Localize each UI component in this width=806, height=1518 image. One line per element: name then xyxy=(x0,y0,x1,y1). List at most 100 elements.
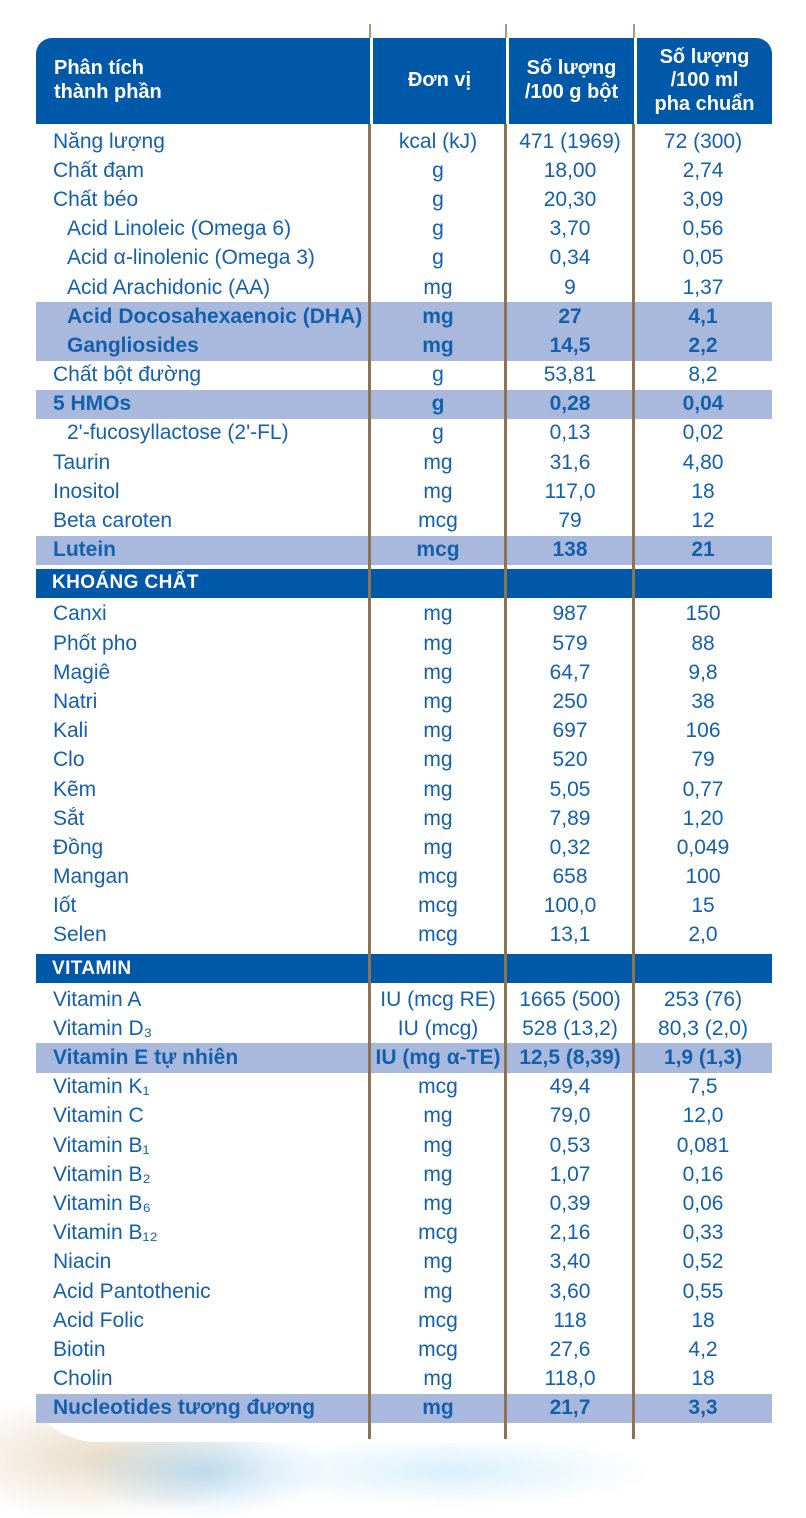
per-100ml-value: 0,06 xyxy=(682,1191,724,1215)
ingredient-label: Acid Folic xyxy=(53,1308,145,1332)
ingredient-label: Vitamin K₁ xyxy=(53,1075,150,1099)
ingredient-label: Gangliosides xyxy=(67,333,199,357)
per-100ml-value: 18 xyxy=(691,479,715,503)
per-100g-value: 697 xyxy=(552,719,588,743)
per-100ml-value: 3,3 xyxy=(688,1396,718,1420)
table-header-row: Phân tích thành phần Đơn vị Số lượng /10… xyxy=(36,38,772,124)
per-100ml-value: 0,16 xyxy=(682,1162,724,1186)
per-100g-value: 3,40 xyxy=(549,1250,591,1274)
column-rule-stub xyxy=(369,24,371,38)
ingredient-label: Chất béo xyxy=(53,187,139,211)
unit-value: mg xyxy=(423,1133,453,1157)
unit-value: mg xyxy=(423,602,453,626)
table-row: Chất bột đường g 53,81 8,2 xyxy=(36,361,772,390)
column-rule-stub xyxy=(633,24,635,38)
table-row: Biotin mcg 27,6 4,2 xyxy=(36,1335,772,1364)
table-row: Vitamin D₃ IU (mcg) 528 (13,2) 80,3 (2,0) xyxy=(36,1014,772,1043)
per-100g-value: 13,1 xyxy=(549,923,591,947)
unit-value: mg xyxy=(422,333,454,357)
per-100g-value: 14,5 xyxy=(549,333,591,357)
per-100ml-value: 72 (300) xyxy=(663,129,743,153)
ingredient-label: Vitamin B₆ xyxy=(53,1191,151,1215)
per-100ml-value: 4,1 xyxy=(688,304,718,328)
unit-value: mg xyxy=(423,689,453,713)
per-100g-value: 0,53 xyxy=(549,1133,591,1157)
unit-value: kcal (kJ) xyxy=(398,129,478,153)
per-100ml-value: 0,52 xyxy=(682,1250,724,1274)
table-row: Iốt mcg 100,0 15 xyxy=(36,892,772,921)
per-100g-value: 0,13 xyxy=(549,421,591,445)
unit-value: g xyxy=(432,187,444,211)
column-header-composition: Phân tích thành phần xyxy=(54,57,162,103)
ingredient-label: Natri xyxy=(53,689,98,713)
per-100ml-value: 1,20 xyxy=(682,806,724,830)
per-100g-value: 1,07 xyxy=(549,1162,591,1186)
table-row: Chất béo g 20,30 3,09 xyxy=(36,185,772,214)
per-100g-value: 579 xyxy=(552,631,588,655)
ingredient-label: Acid Docosahexaenoic (DHA) xyxy=(67,304,363,328)
unit-value: mg xyxy=(423,479,453,503)
table-row: Nucleotides tương đương mg 21,7 3,3 xyxy=(36,1393,772,1423)
column-rule xyxy=(368,124,371,1439)
table-row: Acid Linoleic (Omega 6) g 3,70 0,56 xyxy=(36,215,772,244)
per-100ml-value: 9,8 xyxy=(688,660,718,684)
per-100ml-value: 150 xyxy=(685,602,721,626)
unit-value: IU (mcg RE) xyxy=(380,987,496,1011)
table-body: Năng lượng kcal (kJ) 471 (1969) 72 (300) Chấ… xyxy=(36,124,772,1439)
table-row: Chất đạm g 18,00 2,74 xyxy=(36,156,772,185)
per-100ml-value: 253 (76) xyxy=(663,987,743,1011)
per-100g-value: 64,7 xyxy=(549,660,591,684)
table-row: Selen mcg 13,1 2,0 xyxy=(36,921,772,950)
per-100g-value: 0,39 xyxy=(549,1191,591,1215)
per-100ml-value: 3,09 xyxy=(682,187,724,211)
unit-value: mg xyxy=(423,1162,453,1186)
per-100g-value: 5,05 xyxy=(549,777,591,801)
unit-value: mg xyxy=(423,450,453,474)
ingredient-label: Phốt pho xyxy=(53,631,138,655)
table-row: Acid Pantothenic mg 3,60 0,55 xyxy=(36,1277,772,1306)
per-100ml-value: 12,0 xyxy=(682,1104,724,1128)
per-100g-value: 1665 (500) xyxy=(519,987,621,1011)
per-100ml-value: 1,37 xyxy=(682,275,724,299)
ingredient-label: Sắt xyxy=(53,806,85,830)
ingredient-label: Nucleotides tương đương xyxy=(53,1396,316,1420)
ingredient-label: Taurin xyxy=(53,450,111,474)
ingredient-label: Chất đạm xyxy=(53,158,145,182)
unit-value: mg xyxy=(423,631,453,655)
table-row: Gangliosides mg 14,5 2,2 xyxy=(36,331,772,361)
ingredient-label: Vitamin A xyxy=(53,987,142,1011)
per-100g-value: 9 xyxy=(564,275,576,299)
unit-value: mg xyxy=(423,660,453,684)
ingredient-label: Chất bột đường xyxy=(53,363,202,387)
per-100g-value: 0,28 xyxy=(549,392,591,416)
ingredient-label: Biotin xyxy=(53,1337,106,1361)
column-rule xyxy=(504,124,507,1439)
ingredient-label: Kali xyxy=(53,719,89,743)
table-row: Mangan mcg 658 100 xyxy=(36,863,772,892)
unit-value: mcg xyxy=(418,923,458,947)
per-100ml-value: 18 xyxy=(691,1308,715,1332)
watercolor-splash-paleblue xyxy=(250,1436,650,1506)
unit-value: mcg xyxy=(418,509,458,533)
table-row: Vitamin B₆ mg 0,39 0,06 xyxy=(36,1189,772,1218)
per-100g-value: 100,0 xyxy=(543,894,597,918)
per-100ml-value: 18 xyxy=(691,1367,715,1391)
unit-value: mg xyxy=(422,1396,454,1420)
per-100g-value: 79,0 xyxy=(549,1104,591,1128)
nutrition-facts-table: Phân tích thành phần Đơn vị Số lượng /10… xyxy=(36,38,772,1439)
table-row: Kẽm mg 5,05 0,77 xyxy=(36,775,772,804)
per-100ml-value: 0,05 xyxy=(682,246,724,270)
ingredient-label: Niacin xyxy=(53,1250,112,1274)
ingredient-label: Acid α-linolenic (Omega 3) xyxy=(67,246,315,270)
per-100ml-value: 12 xyxy=(691,509,715,533)
per-100ml-value: 4,80 xyxy=(682,450,724,474)
per-100g-value: 471 (1969) xyxy=(519,129,621,153)
per-100g-value: 138 xyxy=(552,538,588,562)
table-row: Acid Arachidonic (AA) mg 9 1,37 xyxy=(36,273,772,302)
table-row: 5 HMOs g 0,28 0,04 xyxy=(36,389,772,419)
unit-value: mcg xyxy=(418,865,458,889)
ingredient-label: 2'-fucosyllactose (2'-FL) xyxy=(67,421,289,445)
unit-value: mg xyxy=(423,1250,453,1274)
per-100ml-value: 0,56 xyxy=(682,217,724,241)
table-row: Beta caroten mcg 79 12 xyxy=(36,506,772,535)
